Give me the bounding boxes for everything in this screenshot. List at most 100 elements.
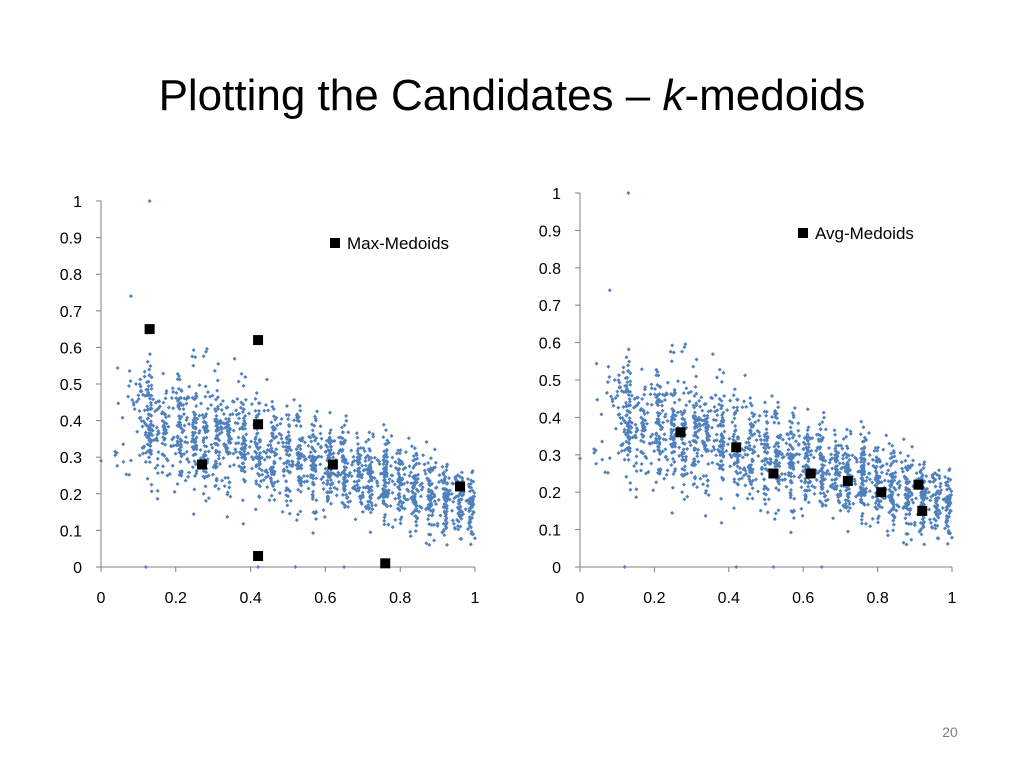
candidate-point: [342, 565, 347, 569]
candidate-point: [154, 407, 159, 412]
candidate-point: [286, 459, 291, 464]
candidate-point: [368, 466, 373, 471]
candidate-point: [444, 499, 449, 504]
candidate-point: [898, 483, 903, 488]
candidate-point: [617, 373, 622, 378]
candidate-point: [786, 447, 791, 452]
candidate-point: [805, 488, 810, 493]
candidate-point: [626, 363, 631, 368]
candidate-point: [429, 522, 434, 527]
candidate-point: [225, 514, 230, 519]
candidate-point: [889, 495, 894, 500]
candidate-point: [718, 449, 723, 454]
candidate-point: [450, 508, 455, 513]
candidate-point: [403, 465, 408, 470]
candidate-point: [806, 480, 811, 485]
candidate-point: [312, 448, 317, 453]
candidate-point: [460, 478, 465, 483]
candidate-point: [219, 420, 224, 425]
candidate-point: [215, 388, 220, 393]
candidate-point: [806, 500, 811, 505]
candidate-point: [177, 396, 182, 401]
candidate-point: [847, 457, 852, 462]
candidate-point: [638, 408, 643, 413]
candidate-point: [175, 399, 180, 404]
candidate-point: [830, 477, 835, 482]
candidate-point: [774, 486, 779, 491]
candidate-point: [342, 423, 347, 428]
candidate-point: [654, 420, 659, 425]
candidate-point: [427, 498, 432, 503]
candidate-point: [820, 477, 825, 482]
candidate-point: [654, 432, 659, 437]
candidate-point: [359, 445, 364, 450]
candidate-point: [748, 396, 753, 401]
candidate-point: [398, 476, 403, 481]
candidate-point: [328, 472, 333, 477]
candidate-point: [142, 369, 147, 374]
candidate-point: [750, 496, 755, 501]
candidate-point: [175, 423, 180, 428]
candidate-point: [721, 370, 726, 375]
candidate-point: [747, 443, 752, 448]
candidate-point: [281, 473, 286, 478]
candidate-point: [407, 464, 412, 469]
candidate-point: [708, 408, 713, 413]
candidate-point: [445, 496, 450, 501]
candidate-point: [249, 466, 254, 471]
candidate-point: [184, 449, 189, 454]
candidate-point: [875, 458, 880, 463]
candidate-point: [235, 396, 240, 401]
candidate-point: [717, 396, 722, 401]
candidate-point: [376, 496, 381, 501]
candidate-point: [204, 411, 209, 416]
candidate-point: [227, 427, 232, 432]
candidate-point: [860, 511, 865, 516]
candidate-point: [326, 439, 331, 444]
candidate-point: [258, 438, 263, 443]
candidate-point: [143, 393, 148, 398]
candidate-point: [327, 431, 332, 436]
candidate-point: [430, 512, 435, 517]
candidate-point: [776, 488, 781, 493]
candidate-point: [359, 500, 364, 505]
candidate-point: [358, 496, 363, 501]
candidate-point: [903, 476, 908, 481]
candidate-point: [697, 417, 702, 422]
candidate-point: [456, 493, 461, 498]
candidate-point: [397, 451, 402, 456]
candidate-point: [355, 482, 360, 487]
candidate-point: [436, 497, 441, 502]
candidate-point: [617, 385, 622, 390]
max-medoids-chart: 0 0.2 0.4 0.6 0.8 100.10.20.30.40.50.60.70.80…: [60, 194, 480, 607]
candidate-point: [711, 444, 716, 449]
candidate-point: [286, 417, 291, 422]
legend-swatch: [798, 228, 808, 238]
candidate-point: [193, 430, 198, 435]
candidate-point: [363, 458, 368, 463]
candidate-point: [266, 408, 271, 413]
candidate-point: [628, 487, 633, 492]
candidate-point: [789, 471, 794, 476]
candidate-point: [827, 445, 832, 450]
candidate-point: [151, 397, 156, 402]
candidate-point: [428, 494, 433, 499]
medoid-point: [253, 419, 264, 430]
candidate-point: [137, 409, 142, 414]
candidate-point: [622, 457, 627, 462]
candidate-point: [758, 437, 763, 442]
candidate-point: [881, 447, 886, 452]
candidate-point: [654, 480, 659, 485]
candidate-point: [843, 501, 848, 506]
medoid-point: [805, 468, 816, 479]
candidate-point: [888, 479, 893, 484]
candidate-point: [884, 433, 889, 438]
candidate-point: [912, 520, 917, 525]
candidate-point: [274, 434, 279, 439]
candidate-point: [884, 471, 889, 476]
candidate-point: [747, 435, 752, 440]
candidate-point: [720, 404, 725, 409]
candidate-point: [309, 439, 314, 444]
candidate-point: [896, 504, 901, 509]
candidate-point: [691, 415, 696, 420]
